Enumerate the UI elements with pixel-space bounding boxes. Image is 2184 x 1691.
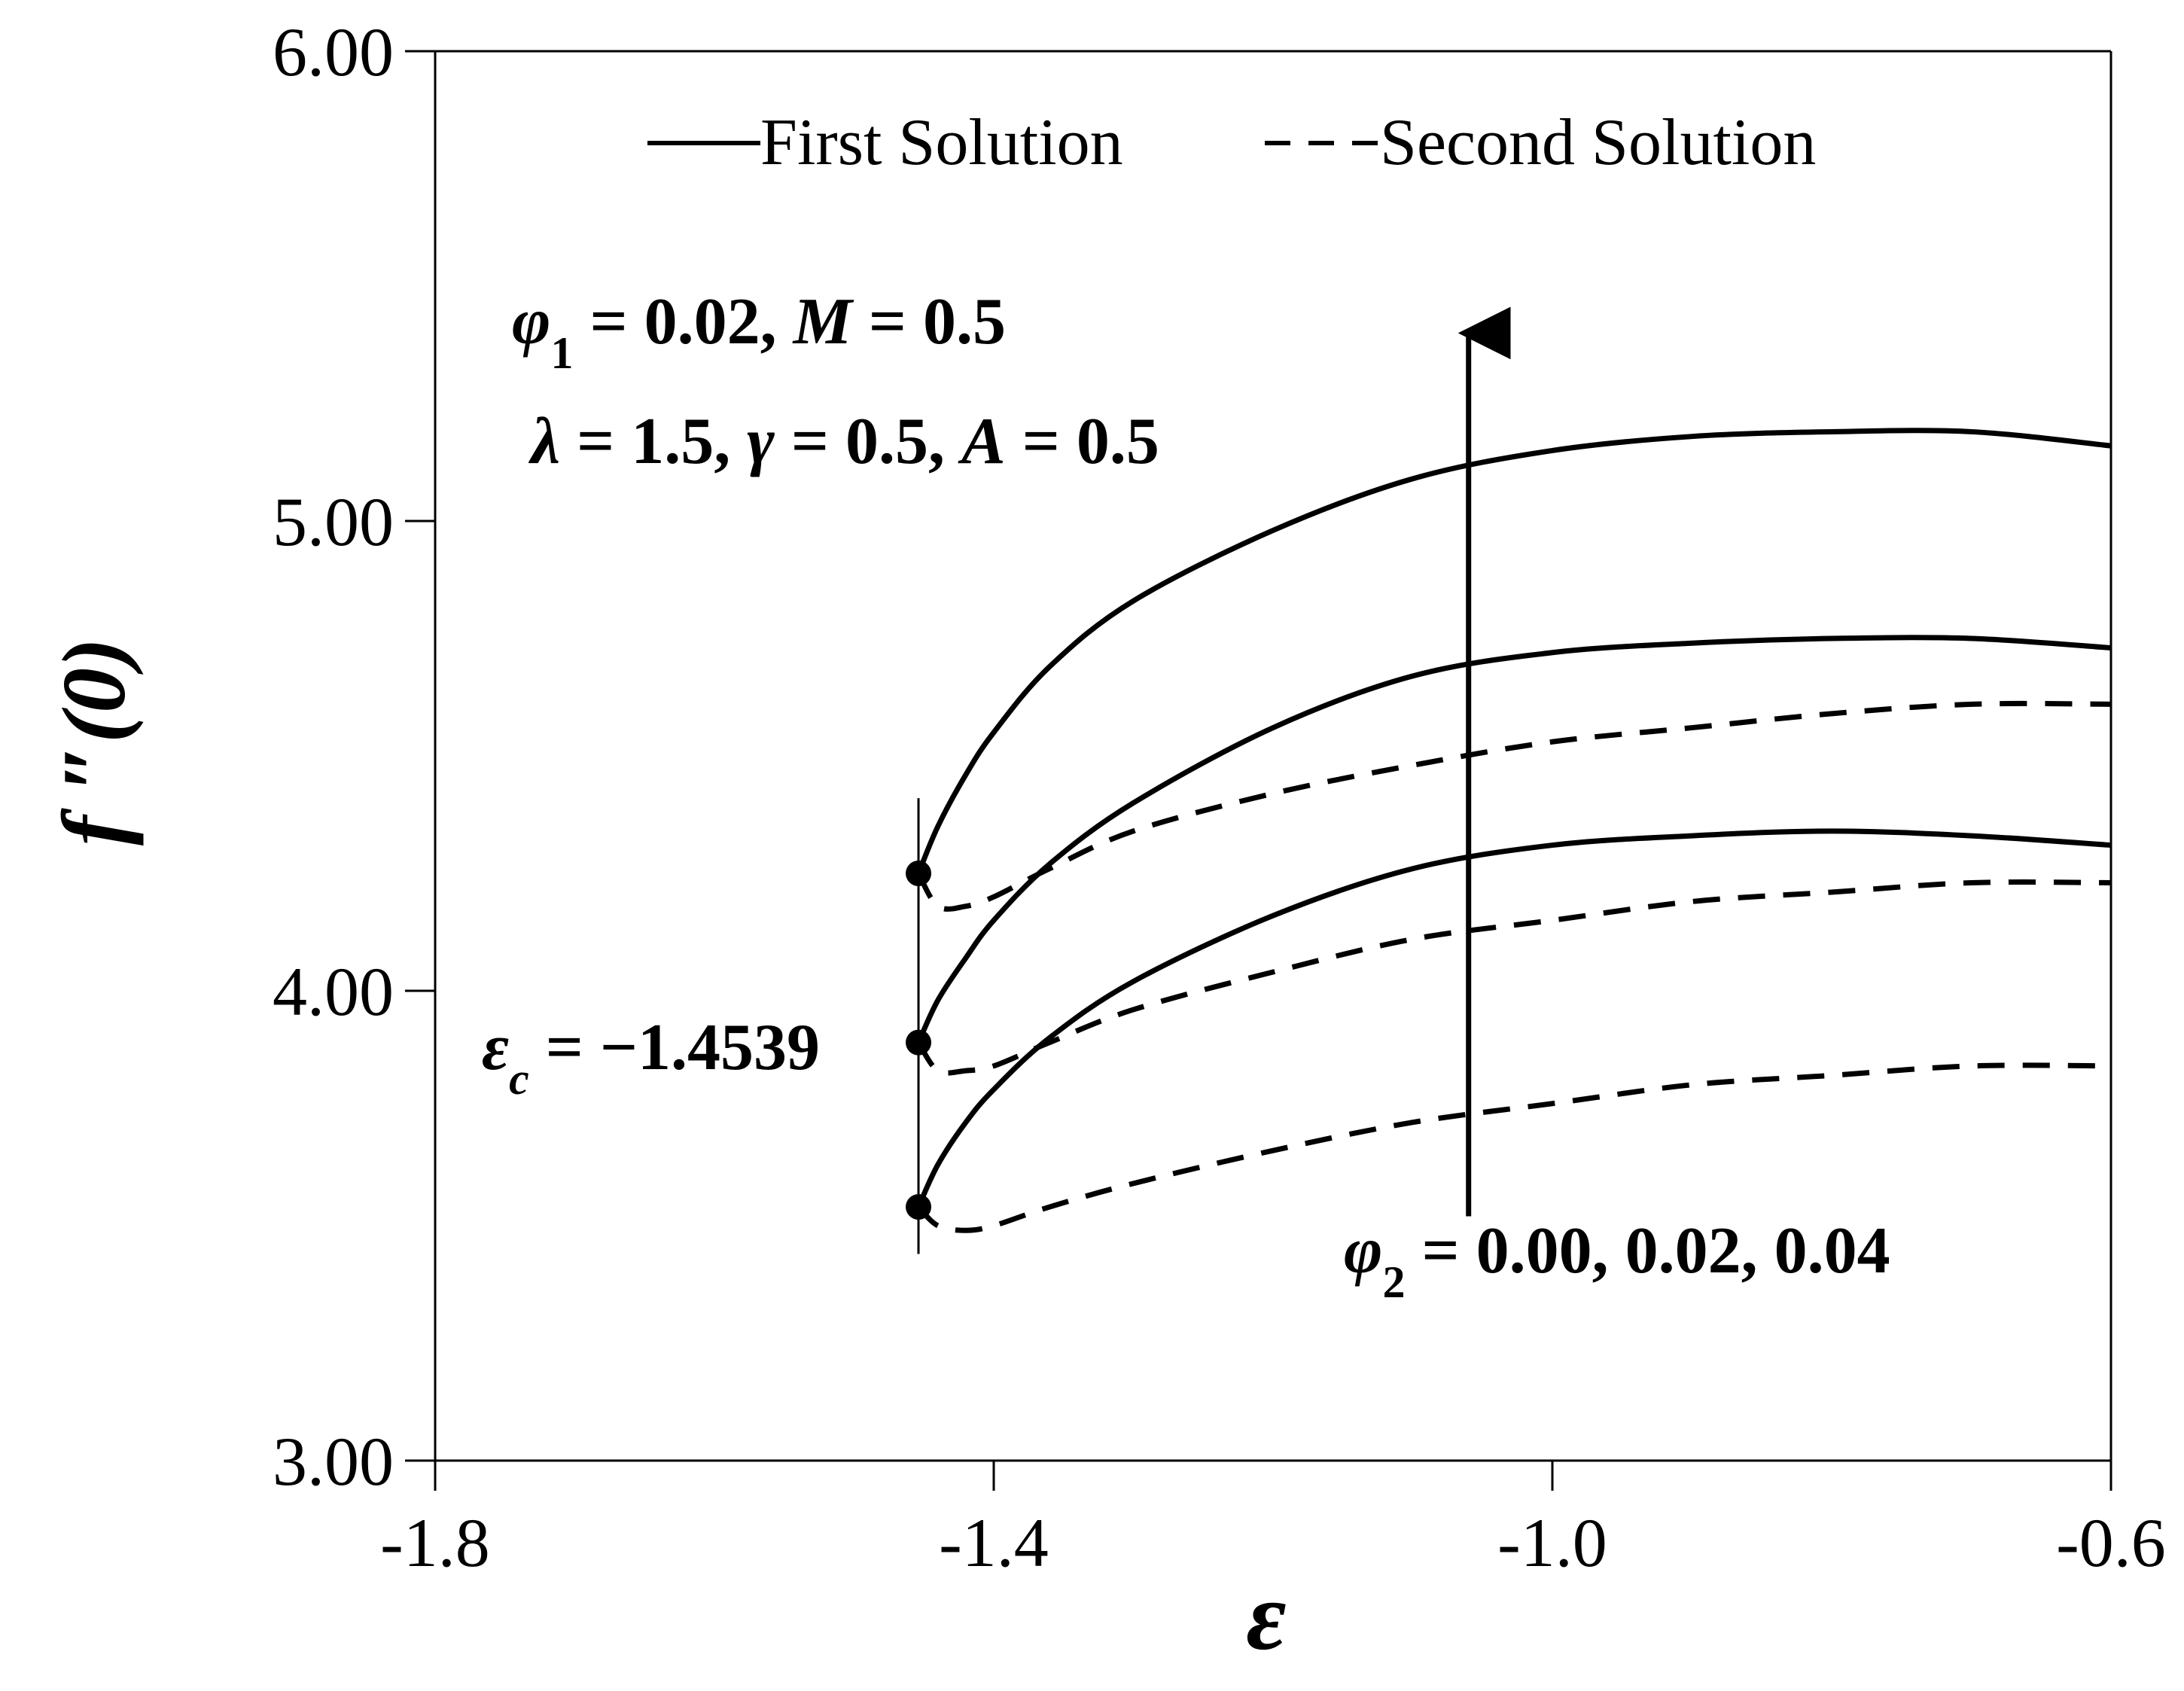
y-tick-label: 5.00 bbox=[273, 483, 394, 560]
second-solution-line-phi2-0.02 bbox=[916, 879, 2112, 1076]
y-tick-label: 3.00 bbox=[273, 1423, 394, 1500]
critical-value-annotation: εc = −1.4539 bbox=[482, 1011, 820, 1104]
params-annotation-line1: φ1 = 0.02, M = 0.5 bbox=[512, 285, 1006, 378]
y-tick-label: 4.00 bbox=[273, 953, 394, 1030]
params-annotation-line2: λ = 1.5, γ = 0.5, A = 0.5 bbox=[528, 405, 1159, 478]
legend-second-solution-label: Second Solution bbox=[1380, 106, 1816, 179]
first-solution-line-phi2-0.00 bbox=[915, 828, 2112, 1208]
legend-first-solution-label: First Solution bbox=[760, 106, 1123, 179]
legend: First Solution Second Solution bbox=[647, 106, 1816, 179]
ticks: -1.8 -1.4 -1.0 -0.6 3.00 4.00 5.00 6.00 bbox=[273, 14, 2166, 1581]
y-tick-label: 6.00 bbox=[273, 14, 394, 90]
x-axis-title: ε bbox=[1246, 1562, 1286, 1671]
x-tick-label: -1.8 bbox=[380, 1504, 490, 1581]
axes bbox=[434, 50, 2112, 1462]
y-axis-title: f ″(0) bbox=[44, 638, 144, 846]
x-tick-label: -1.0 bbox=[1497, 1504, 1607, 1581]
first-solution-line-phi2-0.04 bbox=[915, 428, 2112, 875]
second-solution-line-phi2-0.00 bbox=[916, 1062, 2112, 1233]
phi2-annotation: φ2 = 0.00, 0.02, 0.04 bbox=[1344, 1214, 1890, 1307]
first-solution-line-phi2-0.02 bbox=[915, 635, 2112, 1044]
annotations bbox=[917, 306, 1511, 1254]
x-tick-label: -0.6 bbox=[2056, 1504, 2166, 1581]
second-solution-line-phi2-0.04 bbox=[915, 700, 2112, 912]
x-tick-label: -1.4 bbox=[939, 1504, 1049, 1581]
